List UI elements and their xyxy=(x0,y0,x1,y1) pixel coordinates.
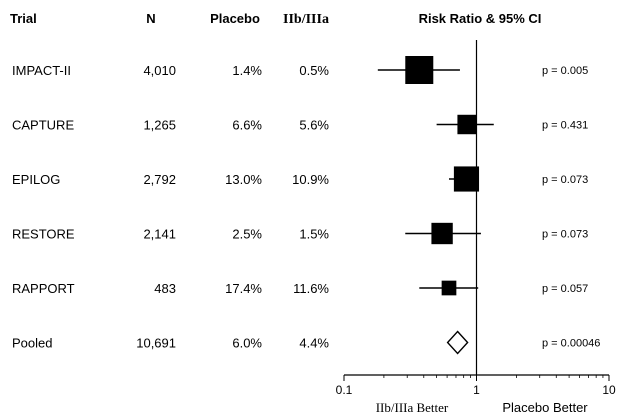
treatment-rate: 1.5% xyxy=(299,227,329,242)
effect-square xyxy=(405,56,434,84)
placebo-rate: 1.4% xyxy=(232,63,262,78)
header-trial: Trial xyxy=(10,11,37,26)
sample-size: 2,792 xyxy=(143,172,176,187)
p-value: p = 0.073 xyxy=(542,174,588,186)
sample-size: 1,265 xyxy=(143,118,176,133)
effect-square xyxy=(431,222,453,245)
treatment-rate: 0.5% xyxy=(299,63,329,78)
header-n: N xyxy=(146,11,155,26)
sample-size: 10,691 xyxy=(136,336,176,351)
right-direction-label: Placebo Better xyxy=(502,400,588,415)
placebo-rate: 6.0% xyxy=(232,336,262,351)
table-row: Pooled 10,691 6.0% 4.4% p = 0.00046 xyxy=(12,336,600,351)
pooled-diamond xyxy=(446,330,469,355)
treatment-rate: 10.9% xyxy=(292,172,329,187)
effect-square xyxy=(457,114,477,135)
table-row: CAPTURE 1,265 6.6% 5.6% p = 0.431 xyxy=(12,118,588,133)
table-row: RESTORE 2,141 2.5% 1.5% p = 0.073 xyxy=(12,227,588,242)
header-placebo: Placebo xyxy=(210,11,260,26)
placebo-rate: 6.6% xyxy=(232,118,262,133)
rows-layer: IMPACT-II 4,010 1.4% 0.5% p = 0.005 CAPTURE 1,… xyxy=(12,63,600,351)
treatment-rate: 11.6% xyxy=(293,281,329,296)
trial-name: EPILOG xyxy=(12,172,60,187)
placebo-rate: 2.5% xyxy=(232,227,262,242)
trial-name: CAPTURE xyxy=(12,118,74,133)
left-direction-label: IIb/IIIa Better xyxy=(376,400,449,415)
table-row: IMPACT-II 4,010 1.4% 0.5% p = 0.005 xyxy=(12,63,588,78)
placebo-rate: 17.4% xyxy=(225,281,262,296)
treatment-rate: 5.6% xyxy=(299,118,329,133)
table-row: RAPPORT 483 17.4% 11.6% p = 0.057 xyxy=(12,281,588,296)
header-treatment: IIb/IIIa xyxy=(283,12,329,27)
x-tick-label: 10 xyxy=(602,383,616,397)
marks-layer xyxy=(377,56,494,355)
effect-square xyxy=(453,166,480,192)
sample-size: 4,010 xyxy=(143,63,176,78)
placebo-rate: 13.0% xyxy=(225,172,262,187)
treatment-rate: 4.4% xyxy=(299,336,329,351)
header-risk-ratio: Risk Ratio & 95% CI xyxy=(419,11,542,26)
sample-size: 483 xyxy=(154,281,176,296)
p-value: p = 0.431 xyxy=(542,120,588,132)
trial-name: RAPPORT xyxy=(12,281,75,296)
axis-layer: 0.1 1 10 IIb/IIIa Better Placebo Better xyxy=(336,40,616,415)
p-value: p = 0.057 xyxy=(542,283,588,295)
x-tick-label: 1 xyxy=(473,383,480,397)
p-value: p = 0.073 xyxy=(542,229,588,241)
x-tick-label: 0.1 xyxy=(336,383,353,397)
table-row: EPILOG 2,792 13.0% 10.9% p = 0.073 xyxy=(12,172,588,187)
p-value: p = 0.00046 xyxy=(542,338,600,350)
p-value: p = 0.005 xyxy=(542,65,588,77)
trial-name: RESTORE xyxy=(12,227,75,242)
sample-size: 2,141 xyxy=(143,227,176,242)
trial-name: IMPACT-II xyxy=(12,63,71,78)
trial-name: Pooled xyxy=(12,336,52,351)
effect-square xyxy=(441,280,457,296)
